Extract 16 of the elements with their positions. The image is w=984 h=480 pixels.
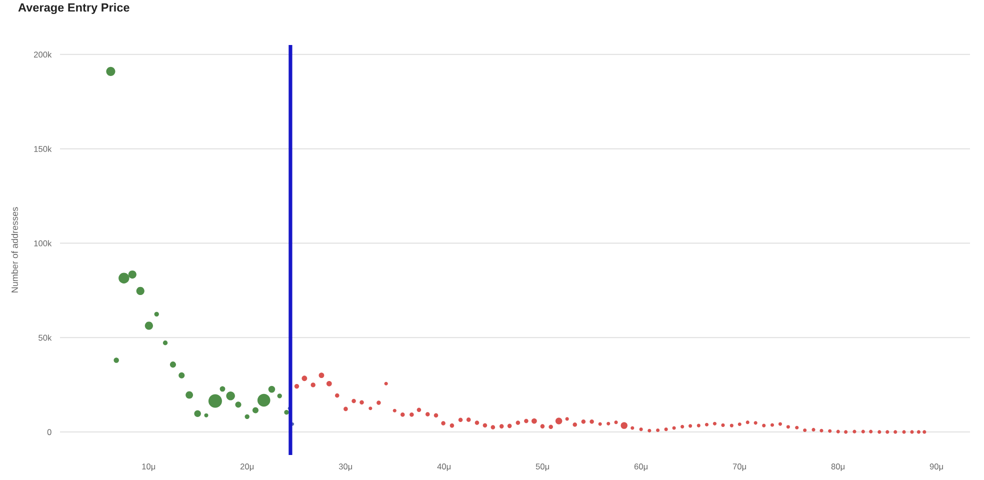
x-tick-label: 20μ <box>240 464 254 471</box>
x-tick-label: 90μ <box>930 464 943 471</box>
x-tick-label: 50μ <box>536 464 549 471</box>
y-tick-label: 100k <box>34 240 52 246</box>
y-tick-label: 50k <box>38 334 52 341</box>
x-tick-label: 60μ <box>634 464 648 471</box>
x-tick-label: 80μ <box>831 464 844 471</box>
y-tick-label: 200k <box>34 51 52 58</box>
x-tick-label: 10μ <box>142 464 156 471</box>
y-tick-label: 0 <box>47 429 52 436</box>
x-tick-label: 30μ <box>338 464 352 471</box>
y-tick-label: 150k <box>34 146 52 152</box>
x-tick-label: 40μ <box>437 464 451 471</box>
x-tick-label: 70μ <box>732 464 746 471</box>
y-axis-title: Number of addresses <box>11 207 18 292</box>
chart-title: Average Entry Price <box>18 3 130 14</box>
